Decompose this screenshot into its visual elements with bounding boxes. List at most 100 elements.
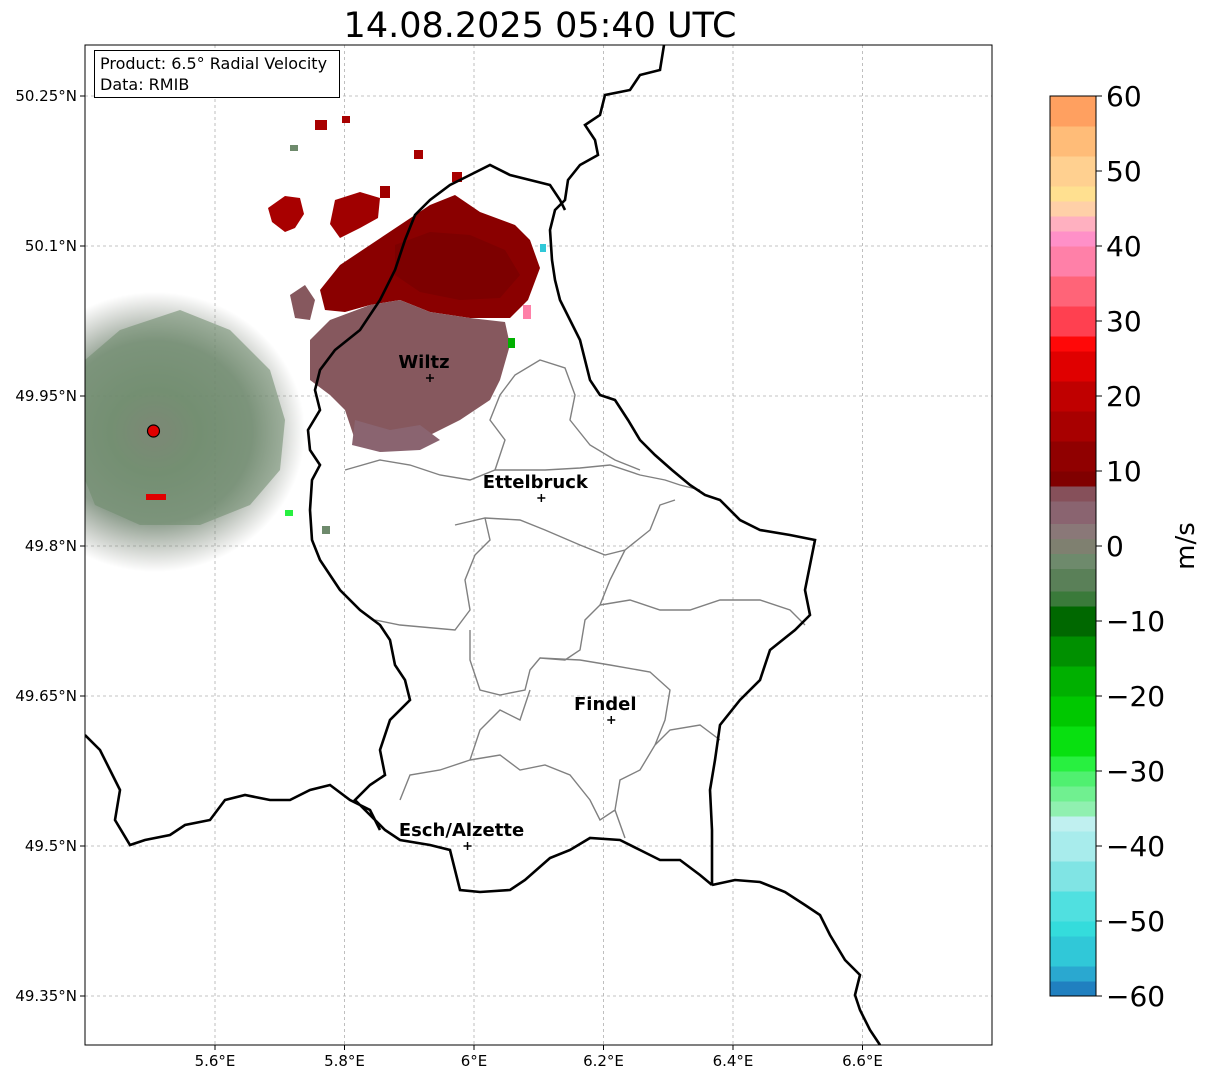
lat-tick-label: 50.25°N (15, 87, 77, 105)
colorbar-segment (1050, 201, 1096, 217)
echo-speck (315, 120, 327, 130)
colorbar-segment (1050, 523, 1096, 539)
canton-boundaries (344, 359, 806, 839)
colorbar-tick-label: −60 (1106, 980, 1165, 1013)
echo-main-storm-fringe (352, 420, 440, 452)
colorbar-segment (1050, 216, 1096, 232)
lon-tick-label: 6.4°E (713, 1052, 754, 1070)
colorbar-tick-label: −20 (1106, 680, 1165, 713)
map-title: 14.08.2025 05:40 UTC (343, 6, 737, 46)
colorbar-tick-label: 50 (1106, 155, 1142, 188)
product-info-box: Product: 6.5° Radial Velocity Data: RMIB (94, 50, 340, 98)
longitude-axis: 5.6°E 5.8°E 6°E 6.2°E 6.4°E 6.6°E (195, 1045, 883, 1070)
city-label: Findel (574, 694, 637, 715)
colorbar-tick-label: 60 (1106, 80, 1142, 113)
colorbar-segment (1050, 96, 1096, 127)
lat-tick-label: 49.65°N (15, 687, 77, 705)
echo-speck (342, 116, 350, 123)
colorbar-segment (1050, 336, 1096, 352)
colorbar-segment (1050, 756, 1096, 772)
colorbar-tick-label: 40 (1106, 230, 1142, 263)
city-label: Esch/Alzette (399, 820, 524, 841)
colorbar-segment (1050, 276, 1096, 307)
colorbar-segment (1050, 636, 1096, 667)
colorbar-segment (1050, 501, 1096, 524)
colorbar-segment (1050, 156, 1096, 187)
colorbar-segment (1050, 921, 1096, 937)
colorbar-segment (1050, 306, 1096, 337)
colorbar-segment (1050, 861, 1096, 892)
echo-speck (540, 244, 546, 252)
colorbar-segment (1050, 936, 1096, 967)
city-esch-alzette: Esch/Alzette (399, 820, 524, 850)
data-source-label: Data: RMIB (100, 75, 190, 94)
radar-near-field-echo-core (85, 310, 285, 525)
colorbar-segment (1050, 553, 1096, 569)
colorbar-segment (1050, 471, 1096, 487)
city-wiltz: Wiltz (398, 352, 450, 382)
colorbar-segment (1050, 441, 1096, 472)
national-borders (85, 45, 882, 1045)
colorbar-segment (1050, 666, 1096, 697)
colorbar-segment (1050, 606, 1096, 637)
colorbar-unit-label: m/s (1171, 522, 1201, 570)
colorbar-segment (1050, 186, 1096, 202)
lat-tick-label: 49.35°N (15, 987, 77, 1005)
city-findel: Findel (574, 694, 637, 724)
velocity-colorbar: 60 50 40 30 20 10 0 −10 −20 −30 −40 −50 −60 m/s (1049, 80, 1201, 1013)
colorbar-tick-label: 0 (1106, 530, 1124, 563)
colorbar-segment (1050, 696, 1096, 727)
colorbar-tick-label: 30 (1106, 305, 1142, 338)
echo-speck (380, 186, 390, 198)
radar-echoes (85, 116, 546, 572)
echo-speck (523, 305, 531, 319)
lat-tick-label: 49.95°N (15, 387, 77, 405)
echo-cell-nw (268, 196, 304, 232)
radar-site-marker (146, 424, 161, 438)
colorbar-segment (1050, 568, 1096, 592)
colorbar-segment (1050, 381, 1096, 412)
city-label: Wiltz (398, 352, 449, 373)
product-label: Product: 6.5° Radial Velocity (100, 54, 328, 73)
echo-main-storm-low-velocity (310, 300, 510, 448)
colorbar-segment (1050, 726, 1096, 757)
colorbar-segment (1050, 816, 1096, 832)
echo-speck (146, 494, 166, 500)
colorbar-segment (1050, 981, 1096, 997)
echo-speck (452, 172, 462, 182)
echo-speck (414, 150, 423, 159)
colorbar-segment (1050, 538, 1096, 554)
city-ettelbruck: Ettelbruck (483, 472, 589, 502)
city-label: Ettelbruck (483, 472, 589, 493)
lon-tick-label: 6.6°E (842, 1052, 883, 1070)
echo-speck (508, 338, 515, 348)
echo-cell-nw-2 (330, 192, 380, 238)
lon-tick-label: 5.6°E (195, 1052, 236, 1070)
lon-tick-label: 6°E (461, 1052, 488, 1070)
colorbar-segment (1050, 126, 1096, 157)
lat-tick-label: 49.5°N (25, 837, 77, 855)
map-frame (84, 44, 993, 1046)
lon-tick-label: 6.2°E (583, 1052, 624, 1070)
colorbar-segment (1050, 411, 1096, 442)
latitude-axis: 50.25°N 50.1°N 49.95°N 49.8°N 49.65°N 49.5°N 4… (15, 87, 85, 1005)
colorbar-segment (1050, 246, 1096, 277)
echo-speck (322, 526, 330, 534)
colorbar-segment (1050, 891, 1096, 922)
colorbar-tick-label: 20 (1106, 380, 1142, 413)
echo-speck (285, 510, 293, 516)
colorbar-segment (1050, 591, 1096, 607)
colorbar-segment (1050, 801, 1096, 817)
colorbar-tick-label: −10 (1106, 605, 1165, 638)
colorbar-tick-label: −40 (1106, 830, 1165, 863)
colorbar-segment (1050, 231, 1096, 247)
colorbar-tick-label: −30 (1106, 755, 1165, 788)
colorbar-segment (1050, 966, 1096, 982)
echo-main-storm-inner (395, 232, 520, 300)
colorbar-tick-label: −50 (1106, 905, 1165, 938)
lat-tick-label: 50.1°N (25, 237, 77, 255)
colorbar-segment (1050, 786, 1096, 802)
echo-speck (290, 145, 298, 151)
colorbar-segment (1050, 351, 1096, 382)
